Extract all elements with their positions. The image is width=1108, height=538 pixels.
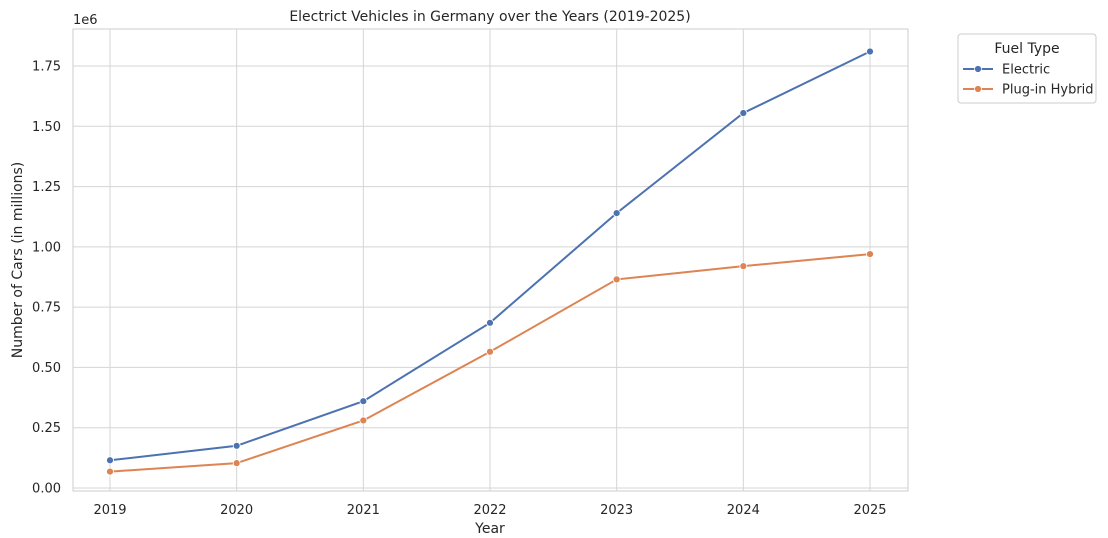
y-tick-label: 1.25 [32, 180, 61, 195]
data-point [612, 209, 621, 217]
x-tick-label: 2019 [93, 503, 126, 518]
x-tick-label: 2022 [473, 503, 506, 518]
x-axis-ticks: 2019 2020 2021 2022 2023 2024 2025 [93, 503, 886, 518]
x-tick-label: 2021 [347, 503, 380, 518]
y-tick-label: 0.50 [32, 361, 61, 376]
data-point [486, 347, 494, 356]
legend-item: Electric [963, 63, 1050, 78]
x-tick-label: 2023 [600, 503, 633, 518]
data-point [359, 397, 368, 406]
legend: Fuel Type Electric Plug-in Hybrid [957, 33, 1097, 104]
x-tick-label: 2020 [220, 503, 253, 518]
data-point [232, 459, 241, 468]
data-point [359, 416, 368, 425]
x-tick-label: 2025 [853, 503, 886, 518]
legend-box [957, 33, 1097, 104]
legend-item: Plug-in Hybrid [963, 83, 1094, 98]
x-tick-label: 2024 [727, 503, 760, 518]
data-point [739, 109, 748, 117]
y-tick-label: 0.25 [32, 421, 61, 436]
y-tick-label: 0.00 [32, 482, 61, 497]
legend-title: Fuel Type [994, 41, 1059, 57]
data-point [486, 318, 494, 327]
y-axis-ticks: 0.00 0.25 0.50 0.75 1.00 1.25 1.50 1.75 [32, 60, 61, 497]
data-point [612, 275, 621, 284]
y-tick-label: 1.75 [32, 60, 61, 75]
data-point [739, 262, 748, 271]
legend-marker [974, 65, 982, 73]
x-axis-label: Year [474, 521, 505, 537]
series-electric [106, 47, 874, 465]
y-tick-label: 0.75 [32, 301, 61, 316]
series-plug-in-hybrid [106, 250, 874, 476]
legend-items: Electric Plug-in Hybrid [963, 63, 1094, 98]
data-point [106, 456, 114, 465]
data-point [866, 250, 874, 258]
legend-label: Electric [1002, 63, 1050, 78]
y-tick-label: 1.50 [32, 120, 61, 135]
y-offset-label: 1e6 [73, 13, 98, 28]
data-point [866, 47, 874, 56]
legend-marker [974, 85, 982, 93]
data-point [232, 441, 241, 450]
grid-lines [73, 29, 908, 491]
y-tick-label: 1.00 [32, 240, 61, 255]
legend-label: Plug-in Hybrid [1002, 83, 1094, 98]
chart-title: Electrict Vehicles in Germany over the Y… [289, 9, 690, 25]
y-axis-label: Number of Cars (in millions) [10, 162, 26, 359]
data-point [106, 467, 114, 476]
series-group [106, 47, 874, 476]
